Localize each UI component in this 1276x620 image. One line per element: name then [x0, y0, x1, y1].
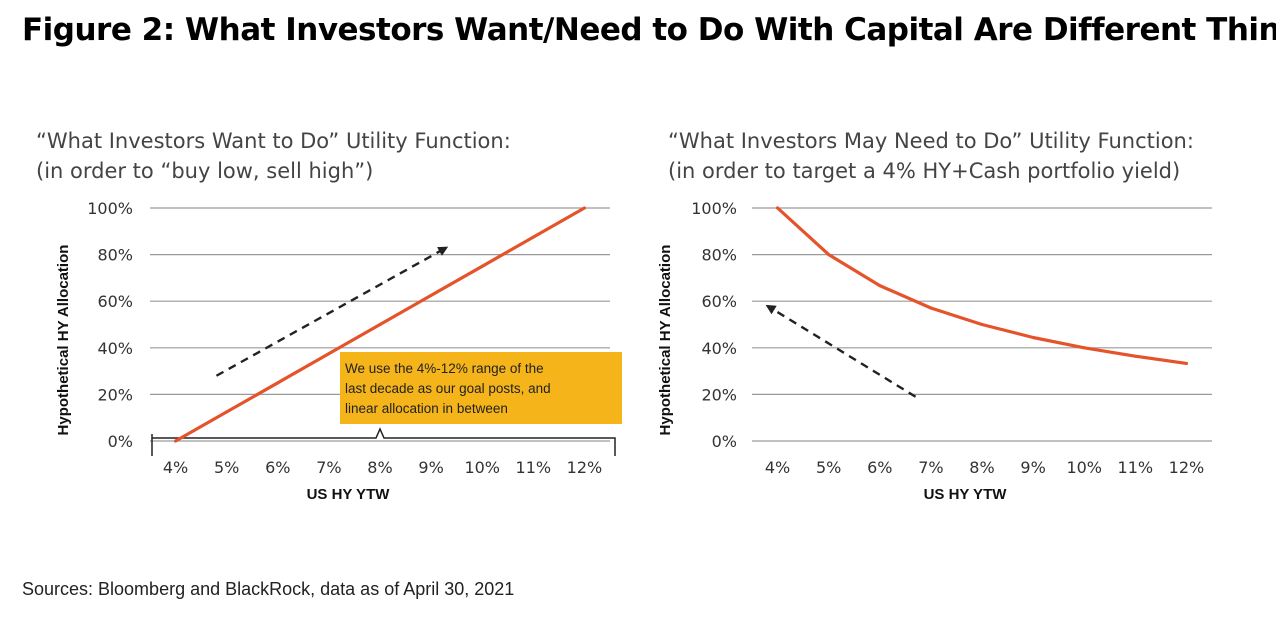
right-x-tick-label: 12%	[1169, 458, 1205, 477]
right-x-tick-label: 8%	[969, 458, 994, 477]
left-data-point	[174, 439, 178, 443]
left-y-tick-label: 20%	[97, 385, 133, 404]
right-data-point	[827, 253, 831, 257]
right-x-tick-label: 4%	[765, 458, 790, 477]
right-chart-title-line1: “What Investors May Need to Do” Utility …	[668, 129, 1194, 153]
right-data-point	[878, 284, 882, 288]
left-trend-arrow	[215, 246, 449, 377]
right-y-tick-label: 20%	[701, 385, 737, 404]
right-data-point	[980, 323, 984, 326]
left-x-tick-label: 10%	[464, 458, 500, 477]
left-y-tick-label: 100%	[87, 199, 133, 218]
left-x-tick-label: 5%	[214, 458, 239, 477]
left-x-tick-label: 7%	[316, 458, 341, 477]
left-chart: “What Investors Want to Do” Utility Func…	[36, 129, 622, 503]
left-data-point	[276, 381, 280, 385]
left-chart-x-axis-label: US HY YTW	[307, 486, 391, 503]
right-chart-title-line2: (in order to target a 4% HY+Cash portfol…	[668, 159, 1180, 183]
left-data-point	[378, 323, 382, 326]
left-data-point	[429, 293, 433, 297]
left-data-point	[327, 352, 331, 356]
right-y-tick-label: 80%	[701, 246, 737, 265]
left-y-tick-label: 60%	[97, 292, 133, 311]
left-y-tick-label: 0%	[108, 432, 133, 451]
right-x-tick-label: 7%	[918, 458, 943, 477]
left-x-tick-label: 8%	[367, 458, 392, 477]
range-bracket	[151, 427, 616, 456]
right-data-point	[929, 306, 933, 310]
right-y-tick-label: 100%	[691, 199, 737, 218]
right-chart: “What Investors May Need to Do” Utility …	[657, 129, 1212, 503]
right-chart-x-axis-label: US HY YTW	[924, 486, 1008, 503]
right-y-tick-label: 0%	[712, 432, 737, 451]
right-data-point	[1184, 361, 1188, 365]
left-y-tick-label: 80%	[97, 246, 133, 265]
right-data-point	[1133, 354, 1137, 358]
right-x-tick-label: 9%	[1020, 458, 1045, 477]
annotation-line-3: linear allocation in between	[345, 401, 508, 416]
right-data-point	[1031, 336, 1035, 340]
left-y-tick-label: 40%	[97, 339, 133, 358]
right-x-tick-label: 10%	[1066, 458, 1102, 477]
right-x-tick-label: 5%	[816, 458, 841, 477]
figure-title: Figure 2: What Investors Want/Need to Do…	[22, 12, 1276, 48]
left-data-point	[480, 264, 484, 268]
left-data-point	[225, 410, 229, 414]
right-y-tick-label: 60%	[701, 292, 737, 311]
right-chart-y-axis-label: Hypothetical HY Allocation	[657, 245, 674, 436]
right-y-tick-label: 40%	[701, 339, 737, 358]
annotation-line-2: last decade as our goal posts, and	[345, 381, 551, 396]
left-chart-annotation: We use the 4%-12% range of the last deca…	[340, 352, 622, 424]
annotation-line-1: We use the 4%-12% range of the	[345, 361, 544, 376]
left-data-point	[582, 206, 586, 210]
left-data-point	[531, 235, 535, 239]
annotation-box	[340, 352, 622, 424]
left-x-tick-label: 4%	[163, 458, 188, 477]
right-x-tick-label: 6%	[867, 458, 892, 477]
left-x-tick-label: 9%	[418, 458, 443, 477]
left-x-tick-label: 6%	[265, 458, 290, 477]
left-chart-title-line1: “What Investors Want to Do” Utility Func…	[36, 129, 511, 153]
right-series-line	[775, 206, 1189, 365]
right-trend-arrow	[765, 304, 917, 398]
left-x-tick-label: 11%	[516, 458, 552, 477]
left-chart-title-line2: (in order to “buy low, sell high”)	[36, 159, 373, 183]
left-x-tick-label: 12%	[567, 458, 603, 477]
sources-note: Sources: Bloomberg and BlackRock, data a…	[22, 579, 515, 599]
right-x-tick-label: 11%	[1118, 458, 1154, 477]
right-data-point	[776, 206, 780, 210]
right-data-point	[1082, 346, 1086, 350]
left-chart-y-axis-label: Hypothetical HY Allocation	[55, 245, 72, 436]
